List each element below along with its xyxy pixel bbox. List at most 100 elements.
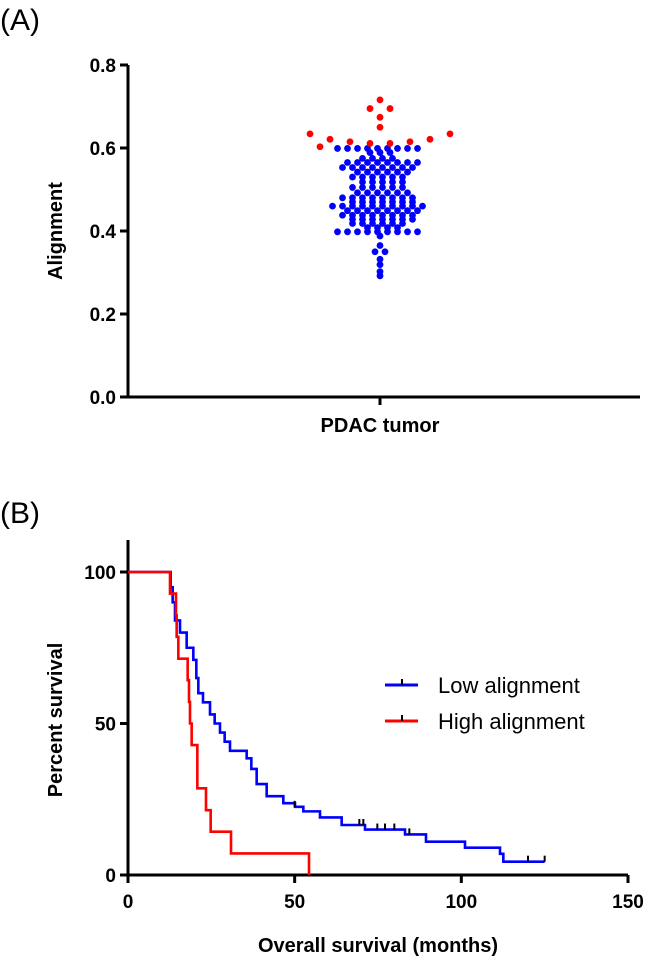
- panel-a-dot-plot: 0.0 0.2 0.4 0.6 0.8: [90, 56, 640, 409]
- data-point-low-alignment: [404, 189, 411, 197]
- data-point-low-alignment: [329, 202, 336, 210]
- data-point-low-alignment: [384, 207, 391, 215]
- data-point-high-alignment: [306, 130, 314, 138]
- data-point-low-alignment: [399, 164, 406, 171]
- data-point-high-alignment: [326, 135, 334, 143]
- panel-b-survival-plot: 0 50 100 150 0 50 100: [84, 540, 644, 913]
- data-point-low-alignment: [399, 202, 406, 210]
- data-point-low-alignment: [379, 220, 386, 227]
- data-point-low-alignment: [394, 159, 401, 166]
- panel-b-y-axis-title: Percent survival: [45, 643, 67, 798]
- data-point-low-alignment: [369, 220, 376, 227]
- data-point-low-alignment: [369, 184, 376, 191]
- data-point-low-alignment: [354, 207, 361, 215]
- data-point-low-alignment: [349, 164, 356, 171]
- data-point-high-alignment: [376, 123, 384, 131]
- data-point-high-alignment: [366, 105, 374, 112]
- data-point-low-alignment: [419, 202, 426, 210]
- data-point-low-alignment: [344, 145, 351, 152]
- data-point-low-alignment: [354, 145, 361, 152]
- data-point-low-alignment: [349, 202, 356, 210]
- x-tick-label: 50: [284, 892, 305, 913]
- data-point-low-alignment: [394, 207, 401, 215]
- data-point-low-alignment: [404, 159, 411, 166]
- data-point-low-alignment: [379, 164, 386, 171]
- data-point-low-alignment: [399, 178, 406, 186]
- data-point-low-alignment: [376, 149, 384, 156]
- data-point-low-alignment: [404, 168, 411, 176]
- y-tick-label: 0.0: [90, 388, 116, 409]
- data-point-low-alignment: [359, 154, 366, 162]
- data-point-low-alignment: [339, 211, 346, 219]
- data-point-low-alignment: [354, 228, 361, 236]
- legend-low-label: Low alignment: [438, 673, 580, 698]
- data-point-low-alignment: [389, 164, 396, 171]
- survival-curve-high-alignment: [128, 570, 311, 875]
- data-point-low-alignment: [404, 228, 411, 236]
- data-point-high-alignment: [386, 105, 394, 112]
- data-point-high-alignment: [316, 143, 324, 151]
- data-point-low-alignment: [404, 145, 411, 152]
- data-point-low-alignment: [371, 248, 379, 256]
- data-point-low-alignment: [379, 173, 386, 181]
- data-point-low-alignment: [384, 168, 391, 176]
- data-point-low-alignment: [404, 207, 411, 215]
- data-point-low-alignment: [379, 202, 386, 210]
- data-point-low-alignment: [364, 159, 371, 166]
- data-point-low-alignment: [359, 202, 366, 210]
- data-point-low-alignment: [369, 164, 376, 171]
- data-point-low-alignment: [374, 189, 381, 197]
- y-tick-label: 0.6: [90, 139, 116, 160]
- data-point-low-alignment: [386, 149, 394, 156]
- data-point-low-alignment: [354, 189, 361, 197]
- data-point-low-alignment: [376, 242, 384, 249]
- data-point-high-alignment: [406, 138, 414, 146]
- data-point-low-alignment: [379, 154, 386, 162]
- data-point-low-alignment: [344, 159, 351, 166]
- data-point-low-alignment: [339, 202, 346, 210]
- data-point-low-alignment: [414, 207, 421, 215]
- data-point-low-alignment: [381, 248, 389, 256]
- data-point-low-alignment: [394, 189, 401, 197]
- data-point-low-alignment: [379, 178, 386, 186]
- panel-a-y-axis-title: Alignment: [45, 182, 67, 280]
- data-point-low-alignment: [374, 207, 381, 215]
- data-point-low-alignment: [359, 220, 366, 227]
- data-point-low-alignment: [364, 168, 371, 176]
- data-point-high-alignment: [426, 135, 434, 143]
- data-point-low-alignment: [369, 178, 376, 186]
- data-point-low-alignment: [414, 159, 421, 166]
- data-point-high-alignment: [386, 140, 394, 147]
- data-point-low-alignment: [389, 220, 396, 227]
- legend-high-label: High alignment: [438, 709, 585, 734]
- data-point-low-alignment: [409, 164, 416, 171]
- data-point-low-alignment: [374, 168, 381, 176]
- panel-label-a: (A): [0, 4, 40, 37]
- data-point-low-alignment: [364, 207, 371, 215]
- data-point-low-alignment: [344, 207, 351, 215]
- panel-b-x-axis-title: Overall survival (months): [258, 935, 498, 957]
- data-point-low-alignment: [394, 228, 401, 236]
- y-tick-label: 0.2: [90, 305, 116, 326]
- data-point-low-alignment: [384, 228, 391, 236]
- data-point-low-alignment: [369, 154, 376, 162]
- data-point-high-alignment: [346, 138, 354, 146]
- data-point-high-alignment: [376, 113, 384, 121]
- data-point-low-alignment: [409, 215, 416, 223]
- data-point-low-alignment: [369, 202, 376, 210]
- data-point-low-alignment: [364, 189, 371, 197]
- data-point-low-alignment: [379, 184, 386, 191]
- data-point-high-alignment: [366, 140, 374, 147]
- data-point-low-alignment: [354, 159, 361, 166]
- data-point-high-alignment: [446, 130, 454, 138]
- data-point-low-alignment: [364, 228, 371, 236]
- x-tick-label: 150: [612, 892, 644, 913]
- data-point-low-alignment: [389, 202, 396, 210]
- panel-label-b: (B): [0, 497, 40, 530]
- data-point-low-alignment: [389, 178, 396, 186]
- data-point-low-alignment: [359, 173, 366, 181]
- data-point-low-alignment: [334, 228, 341, 236]
- data-point-low-alignment: [369, 173, 376, 181]
- data-point-low-alignment: [376, 232, 384, 240]
